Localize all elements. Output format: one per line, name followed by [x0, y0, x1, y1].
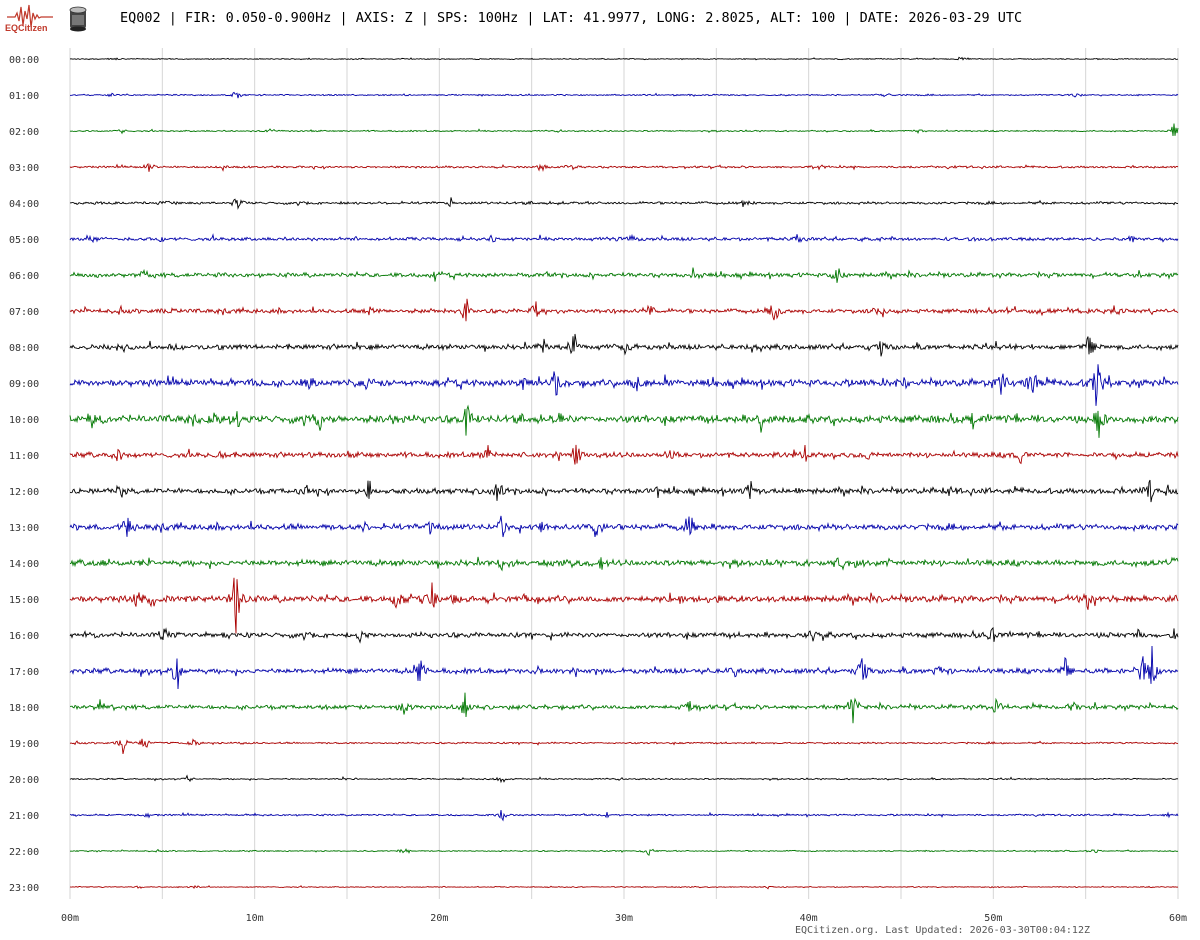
- trace-1800: [69, 692, 1179, 724]
- trace-2000: [69, 774, 1179, 784]
- hour-label: 01:00: [9, 91, 39, 102]
- trace-0600: [69, 267, 1179, 283]
- hour-label: 09:00: [9, 379, 39, 390]
- x-tick-label: 20m: [430, 913, 448, 924]
- hour-label: 14:00: [9, 559, 39, 570]
- x-tick-label: 30m: [615, 913, 633, 924]
- trace-0100: [69, 91, 1179, 99]
- x-tick-label: 40m: [800, 913, 818, 924]
- last-updated-footer: EQCitizen.org. Last Updated: 2026-03-30T…: [794, 925, 1090, 936]
- trace-0300: [69, 162, 1179, 172]
- logo-text: EQCitizen: [5, 23, 48, 33]
- hour-label: 06:00: [9, 271, 39, 282]
- trace-0500: [69, 233, 1179, 244]
- hour-label: 18:00: [9, 703, 39, 714]
- header: EQCitizen EQ002 | FIR: 0.050-0.900Hz | A…: [0, 0, 1200, 40]
- trace-1700: [69, 645, 1179, 690]
- trace-2200: [69, 848, 1179, 856]
- hour-label: 00:00: [9, 55, 39, 66]
- hour-labels: 00:00 01:00 02:00 03:00 04:00 05:00 06:00 07:00…: [9, 55, 39, 894]
- eqcitizen-logo: [7, 4, 53, 28]
- hour-label: 03:00: [9, 163, 39, 174]
- x-tick-label: 60m: [1169, 913, 1187, 924]
- trace-1300: [69, 515, 1179, 538]
- trace-0200: [69, 123, 1179, 137]
- trace-0400: [69, 197, 1179, 210]
- x-tick-label: 00m: [61, 913, 79, 924]
- hour-label: 13:00: [9, 523, 39, 534]
- hour-label: 17:00: [9, 667, 39, 678]
- minute-labels: 00m 10m 20m 30m 40m 50m 60m: [61, 913, 1187, 924]
- hour-label: 15:00: [9, 595, 39, 606]
- hour-label: 12:00: [9, 487, 39, 498]
- x-tick-label: 50m: [984, 913, 1002, 924]
- hour-label: 11:00: [9, 451, 39, 462]
- trace-0000: [69, 56, 1179, 61]
- trace-2100: [69, 810, 1179, 822]
- hour-label: 05:00: [9, 235, 39, 246]
- trace-1200: [69, 479, 1179, 503]
- chart-title: EQ002 | FIR: 0.050-0.900Hz | AXIS: Z | S…: [120, 10, 1023, 26]
- hour-label: 19:00: [9, 739, 39, 750]
- hour-label: 22:00: [9, 847, 39, 858]
- hour-label: 07:00: [9, 307, 39, 318]
- trace-1500: [69, 577, 1179, 634]
- hour-label: 21:00: [9, 811, 39, 822]
- sensor-device-icon: [69, 6, 87, 32]
- trace-2300: [69, 884, 1179, 890]
- trace-1100: [69, 444, 1179, 465]
- trace-1000: [69, 404, 1179, 438]
- x-tick-label: 10m: [246, 913, 264, 924]
- trace-1600: [69, 626, 1179, 644]
- hour-label: 02:00: [9, 127, 39, 138]
- grid: [69, 48, 1179, 899]
- hour-label: 08:00: [9, 343, 39, 354]
- hour-label: 16:00: [9, 631, 39, 642]
- trace-0800: [69, 333, 1179, 357]
- trace-0700: [69, 298, 1179, 322]
- trace-0900: [69, 364, 1179, 406]
- traces: [69, 56, 1179, 890]
- trace-1400: [69, 556, 1179, 572]
- hour-label: 20:00: [9, 775, 39, 786]
- trace-1900: [69, 738, 1178, 754]
- hour-label: 10:00: [9, 415, 39, 426]
- hour-label: 04:00: [9, 199, 39, 210]
- hour-label: 23:00: [9, 883, 39, 894]
